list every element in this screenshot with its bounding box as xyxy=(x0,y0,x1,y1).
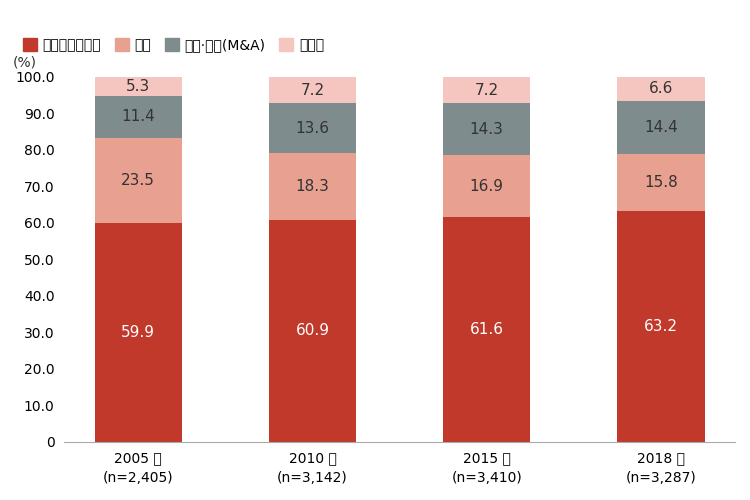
Bar xyxy=(94,223,182,442)
Text: 16.9: 16.9 xyxy=(470,178,504,194)
Text: 15.8: 15.8 xyxy=(644,175,678,190)
Text: 61.6: 61.6 xyxy=(470,322,504,337)
Text: 5.3: 5.3 xyxy=(126,79,151,94)
Text: 7.2: 7.2 xyxy=(301,82,325,98)
Text: 11.4: 11.4 xyxy=(122,109,155,124)
Text: 18.3: 18.3 xyxy=(296,178,329,194)
Bar xyxy=(269,103,356,153)
Bar xyxy=(443,77,530,103)
Bar xyxy=(617,101,704,154)
Bar xyxy=(617,77,704,101)
Bar xyxy=(617,154,704,211)
Text: 14.4: 14.4 xyxy=(644,120,678,135)
Bar xyxy=(443,103,530,156)
Text: 23.5: 23.5 xyxy=(122,173,155,188)
Text: 63.2: 63.2 xyxy=(644,319,678,334)
Bar xyxy=(94,138,182,223)
Bar xyxy=(269,220,356,442)
Text: 7.2: 7.2 xyxy=(475,82,499,98)
Text: 13.6: 13.6 xyxy=(296,120,329,136)
Bar xyxy=(269,77,356,103)
Bar xyxy=(617,211,704,442)
Bar xyxy=(443,156,530,217)
Bar xyxy=(94,76,182,96)
Text: 6.6: 6.6 xyxy=(649,82,674,96)
Bar xyxy=(269,153,356,220)
Bar xyxy=(94,96,182,138)
Legend: 単独で新規設立, 合弁, 合併·買収(M&A), その他: 単独で新規設立, 合弁, 合併·買収(M&A), その他 xyxy=(17,33,329,58)
Text: (%): (%) xyxy=(13,56,37,70)
Text: 60.9: 60.9 xyxy=(296,323,329,338)
Text: 59.9: 59.9 xyxy=(122,325,155,340)
Text: 14.3: 14.3 xyxy=(470,122,504,137)
Bar xyxy=(443,217,530,442)
